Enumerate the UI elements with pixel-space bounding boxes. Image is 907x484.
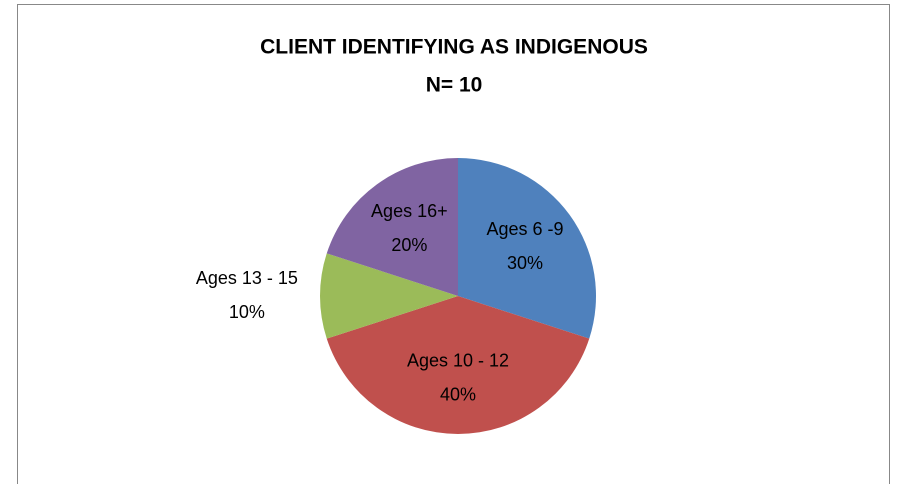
slice-label: Ages 10 - 12 xyxy=(407,351,509,371)
slice-label: Ages 13 - 15 xyxy=(196,268,298,288)
slice-value-label: 10% xyxy=(229,302,265,322)
slice-label: Ages 16+ xyxy=(371,201,448,221)
pie-slice xyxy=(458,158,596,339)
slice-value-label: 20% xyxy=(391,235,427,255)
slice-value-label: 40% xyxy=(440,385,476,405)
chart-title: CLIENT IDENTIFYING AS INDIGENOUS xyxy=(260,36,648,59)
pie-slice xyxy=(320,253,458,339)
slice-value-label: 30% xyxy=(507,253,543,273)
pie-slice xyxy=(326,296,590,434)
pie-slice xyxy=(326,158,458,296)
chart-subtitle: N= 10 xyxy=(426,74,483,97)
slice-label: Ages 6 -9 xyxy=(486,219,563,239)
